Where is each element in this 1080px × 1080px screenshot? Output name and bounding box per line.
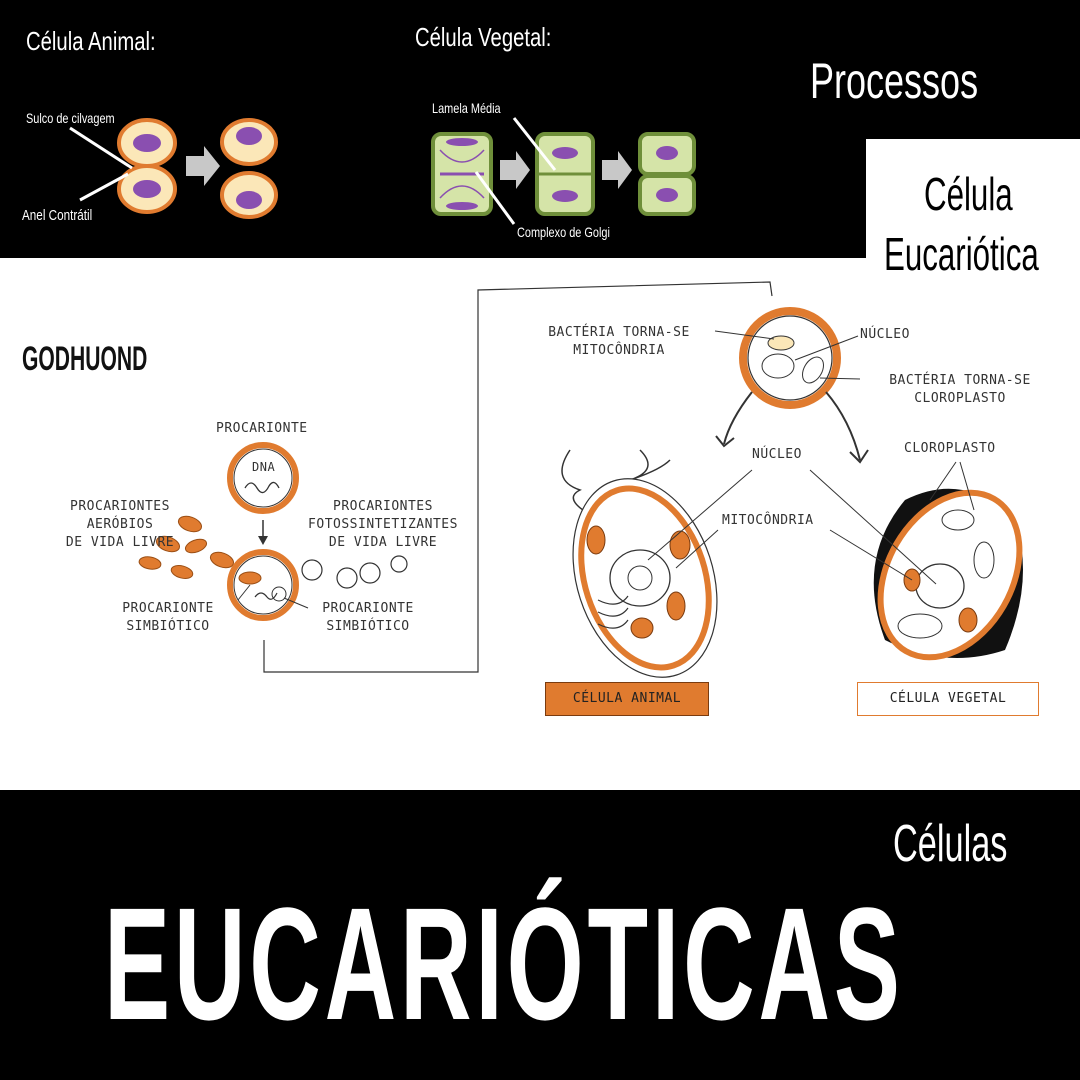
plant-cell-illustration [873,488,1023,661]
symbiotic-right-line2: SIMBIÓTICO [326,619,410,634]
photosynthetic-bacteria [301,555,408,589]
bacteria-chloroplast-label: BACTÉRIA TORNA-SE CLOROPLASTO [860,372,1060,408]
cell-division-illustration [69,117,696,225]
processes-title: Processos [810,53,979,109]
logo: GODHUOND [22,340,148,378]
plant-cell-tag: CÉLULA VEGETAL [857,682,1039,716]
dna-label: DNA [252,460,276,474]
ancestral-eukaryote-cell [739,307,841,409]
photo-line2: FOTOSSINTETIZANTES [308,517,458,532]
animal-cell-tag: CÉLULA ANIMAL [545,682,709,716]
subtitle: Células [893,815,1008,873]
main-title: EUCARIÓTICAS [104,874,904,1053]
plant-cell-title: Célula Vegetal: [415,22,552,52]
prokaryote-label: PROCARIONTE [216,421,308,436]
symbiotic-left-line2: SIMBIÓTICO [126,619,210,634]
photo-line1: PROCARIONTES [333,499,433,514]
bacteria-mitochondria-label: BACTÉRIA TORNA-SE MITOCÔNDRIA [520,324,718,360]
bottom-band [0,790,1080,1080]
symbiotic-right-label: PROCARIONTE SIMBIÓTICO [316,600,420,636]
golgi-complex-label: Complexo de Golgi [517,224,610,240]
title-box-line2: Eucariótica [884,228,1039,279]
bacteria-mito-line2: MITOCÔNDRIA [573,343,665,358]
plant-cell-metaphase [431,132,493,216]
photo-line3: DE VIDA LIVRE [328,535,438,550]
middle-lamella-label: Lamela Média [432,100,501,116]
bacteria-chloro-line2: CLOROPLASTO [914,391,1006,406]
title-box: Célula Eucariótica [866,139,1080,279]
plant-daughter-cells [638,132,696,216]
animal-cell-illustration [561,449,718,678]
arrow-icon [500,151,530,189]
symbiotic-left-label: PROCARIONTE SIMBIÓTICO [116,600,220,636]
arrow-icon [186,146,220,186]
nucleus-mid-label: NÚCLEO [752,447,802,462]
chloroplast-label: CLOROPLASTO [904,441,996,456]
mitochondria-label: MITOCÔNDRIA [722,513,814,528]
bacteria-mito-line1: BACTÉRIA TORNA-SE [548,325,690,340]
symbiotic-prokaryote [227,549,299,621]
animal-daughter-cells [220,118,278,219]
aerobic-line1: PROCARIONTES [70,499,170,514]
symbiotic-right-line1: PROCARIONTE [322,601,414,616]
title-box-line1: Célula [924,168,1013,220]
aerobic-line3: DE VIDA LIVRE [65,535,175,550]
animal-cell-title: Célula Animal: [26,26,156,56]
cleavage-furrow-label: Sulco de cilvagem [26,110,115,126]
prokaryote-cell [227,442,299,514]
symbiotic-left-line1: PROCARIONTE [122,601,214,616]
photosynthetic-prokaryotes-label: PROCARIONTES FOTOSSINTETIZANTES DE VIDA … [300,498,466,552]
aerobic-bacteria [138,515,235,579]
bacteria-chloro-line1: BACTÉRIA TORNA-SE [889,373,1031,388]
aerobic-line2: AERÓBIOS [86,517,154,532]
animal-dividing-cell [117,118,177,214]
nucleus-top-label: NÚCLEO [860,327,910,342]
plant-cell-telophase [535,132,595,216]
aerobic-prokaryotes-label: PROCARIONTES AERÓBIOS DE VIDA LIVRE [64,498,176,552]
arrow-icon [602,151,632,189]
contractile-ring-label: Anel Contrátil [22,207,93,224]
